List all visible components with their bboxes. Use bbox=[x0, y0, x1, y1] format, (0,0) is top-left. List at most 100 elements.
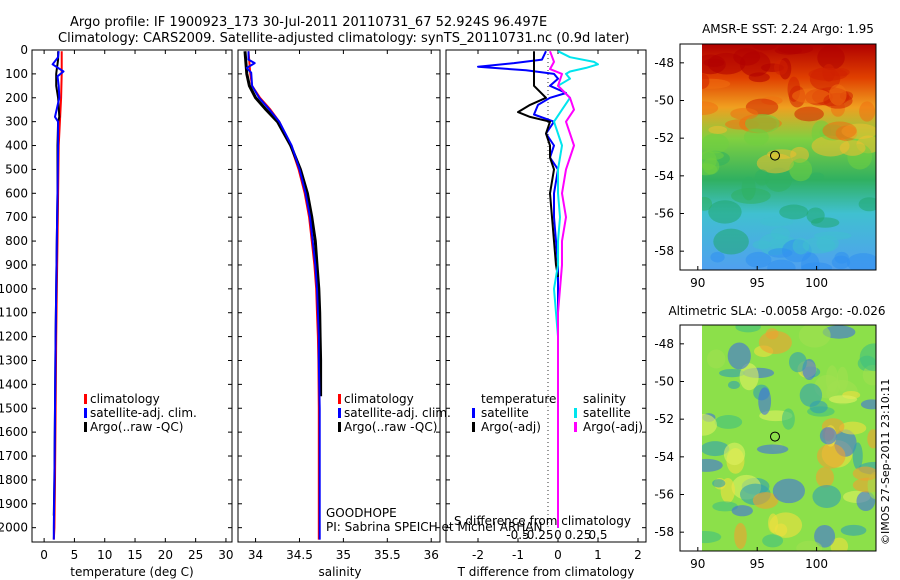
series-line-argo-raw-qc bbox=[243, 51, 323, 397]
title-line2: Climatology: CARS2009. Satellite-adjuste… bbox=[58, 31, 630, 46]
series-line-satellite-adj-clim bbox=[51, 51, 65, 540]
x-tick-label: 5 bbox=[71, 548, 79, 562]
legend-label-argo: Argo(..raw -QC) bbox=[90, 420, 183, 434]
s-tick-label: 0.25 bbox=[565, 528, 592, 542]
temperature-xlabel: temperature (deg C) bbox=[70, 565, 193, 579]
lon-tick-label: 90 bbox=[690, 557, 705, 571]
lat-tick-label: -54 bbox=[654, 450, 674, 464]
x-tick-label: 34.5 bbox=[286, 548, 313, 562]
y-tick-label: 600 bbox=[5, 186, 28, 200]
lat-tick-label: -54 bbox=[654, 169, 674, 183]
difference-x-axis: -2 -1 0 1 2 bbox=[472, 50, 642, 562]
sst-map-title: AMSR-E SST: 2.24 Argo: 1.95 bbox=[702, 22, 874, 36]
x-tick-label: -1 bbox=[512, 548, 524, 562]
salinity-xlabel: salinity bbox=[318, 565, 361, 579]
series-line-temperature-argo-adj bbox=[517, 51, 559, 278]
salinity-plot-frame bbox=[237, 49, 441, 543]
legend-swatch-climatology bbox=[84, 394, 87, 404]
x-tick-label: 1 bbox=[594, 548, 602, 562]
x-tick-label: 36 bbox=[424, 548, 439, 562]
y-tick-label: 1500 bbox=[0, 401, 28, 415]
difference-panel: -2 -1 0 1 2 -0.5-0.25 0 0.250.5 S difference f… bbox=[445, 49, 647, 579]
sst-map-axes: -48 -50 -52 -54 -56 -58 90 95 100 bbox=[654, 56, 828, 290]
x-tick-label: 35.5 bbox=[374, 548, 401, 562]
y-tick-label: 1800 bbox=[0, 473, 28, 487]
salinity-x-axis: 34 34.5 35 35.5 36 bbox=[248, 50, 439, 562]
x-tick-label: 20 bbox=[158, 548, 173, 562]
y-tick-label: 1200 bbox=[0, 330, 28, 344]
legend-title-salinity: salinity bbox=[583, 392, 626, 406]
legend-swatch-climatology bbox=[338, 394, 341, 404]
sla-map-panel: Altimetric SLA: -0.0058 Argo: -0.026 -48… bbox=[654, 304, 885, 571]
legend-label-climatology: climatology bbox=[90, 392, 160, 406]
legend-swatch-satellite bbox=[84, 408, 87, 418]
x-tick-label: -2 bbox=[472, 548, 484, 562]
legend-label-t-argo: Argo(-adj) bbox=[481, 420, 541, 434]
y-tick-label: 1600 bbox=[0, 425, 28, 439]
y-tick-label: 1300 bbox=[0, 353, 28, 367]
temperature-legend: climatology satellite-adj. clim. Argo(..… bbox=[84, 392, 197, 434]
lat-tick-label: -56 bbox=[654, 488, 674, 502]
legend-label-t-satellite: satellite bbox=[481, 406, 529, 420]
series-line-salinity-argo-adj bbox=[549, 50, 575, 528]
sla-heatmap bbox=[702, 325, 876, 551]
x-tick-label: 0 bbox=[554, 548, 562, 562]
difference-legend: temperature salinity satellite Argo(-adj… bbox=[472, 392, 643, 434]
legend-label-s-satellite: satellite bbox=[583, 406, 631, 420]
y-tick-label: 1000 bbox=[0, 282, 28, 296]
temperature-series bbox=[51, 51, 65, 540]
x-tick-label: 34 bbox=[248, 548, 263, 562]
sla-map-axes: -48 -50 -52 -54 -56 -58 90 95 100 bbox=[654, 337, 828, 571]
temperature-plot-frame bbox=[31, 49, 233, 543]
y-tick-label: 0 bbox=[20, 43, 28, 57]
series-line-temperature-satellite bbox=[477, 50, 567, 528]
legend-swatch-argo bbox=[84, 422, 87, 432]
y-tick-label: 800 bbox=[5, 234, 28, 248]
x-tick-label: 10 bbox=[97, 548, 112, 562]
y-tick-label: 1100 bbox=[0, 306, 28, 320]
x-tick-label: 35 bbox=[336, 548, 351, 562]
difference-series bbox=[477, 50, 599, 528]
project-name: GOODHOPE bbox=[326, 506, 397, 520]
salinity-legend: climatology satellite-adj. clim. Argo(..… bbox=[338, 392, 451, 434]
legend-label-s-argo: Argo(-adj) bbox=[583, 420, 643, 434]
y-tick-label: 200 bbox=[5, 91, 28, 105]
t-difference-label: T difference from climatology bbox=[457, 565, 635, 579]
legend-swatch-t-argo bbox=[472, 422, 475, 432]
lat-tick-label: -48 bbox=[654, 56, 674, 70]
salinity-panel: 34 34.5 35 35.5 36 salinity climatology sate… bbox=[237, 49, 543, 579]
y-tick-label: 100 bbox=[5, 67, 28, 81]
difference-depth-ticks bbox=[446, 49, 646, 529]
legend-title-temperature: temperature bbox=[481, 392, 556, 406]
pi-names: PI: Sabrina SPEICH et Michel ARHAN bbox=[326, 520, 543, 534]
lat-tick-label: -48 bbox=[654, 337, 674, 351]
s-tick-label: 0 bbox=[554, 528, 562, 542]
x-tick-label: 0 bbox=[40, 548, 48, 562]
sla-map-frame bbox=[679, 324, 877, 552]
argo-location-marker bbox=[769, 150, 780, 161]
lon-tick-label: 95 bbox=[750, 276, 765, 290]
lat-tick-label: -58 bbox=[654, 244, 674, 258]
sst-map-panel: AMSR-E SST: 2.24 Argo: 1.95 -48 -50 -52 -54… bbox=[654, 22, 877, 290]
x-tick-label: 30 bbox=[218, 548, 233, 562]
s-tick-label: -0.5 bbox=[506, 528, 529, 542]
y-tick-label: 300 bbox=[5, 115, 28, 129]
lon-tick-label: 100 bbox=[805, 276, 828, 290]
y-tick-label: 1700 bbox=[0, 449, 28, 463]
legend-label-satellite: satellite-adj. clim. bbox=[344, 406, 451, 420]
legend-swatch-t-satellite bbox=[472, 408, 475, 418]
legend-swatch-s-satellite bbox=[574, 408, 577, 418]
legend-swatch-argo bbox=[338, 422, 341, 432]
x-tick-label: 25 bbox=[188, 548, 203, 562]
salinity-difference-ticks: -0.5-0.25 0 0.250.5 bbox=[506, 528, 607, 542]
sla-map-title: Altimetric SLA: -0.0058 Argo: -0.026 bbox=[668, 304, 885, 318]
s-tick-label: 0.5 bbox=[588, 528, 607, 542]
legend-label-satellite: satellite-adj. clim. bbox=[90, 406, 197, 420]
lat-tick-label: -50 bbox=[654, 375, 674, 389]
y-tick-label: 1900 bbox=[0, 497, 28, 511]
sst-map-frame bbox=[679, 43, 877, 271]
lat-tick-label: -56 bbox=[654, 207, 674, 221]
temperature-x-axis: 0 5 10 15 20 25 30 bbox=[40, 50, 234, 562]
depth-axis: 0 100 200 300 400 500 600 700 800 900 1000 1100 1200… bbox=[0, 43, 232, 535]
